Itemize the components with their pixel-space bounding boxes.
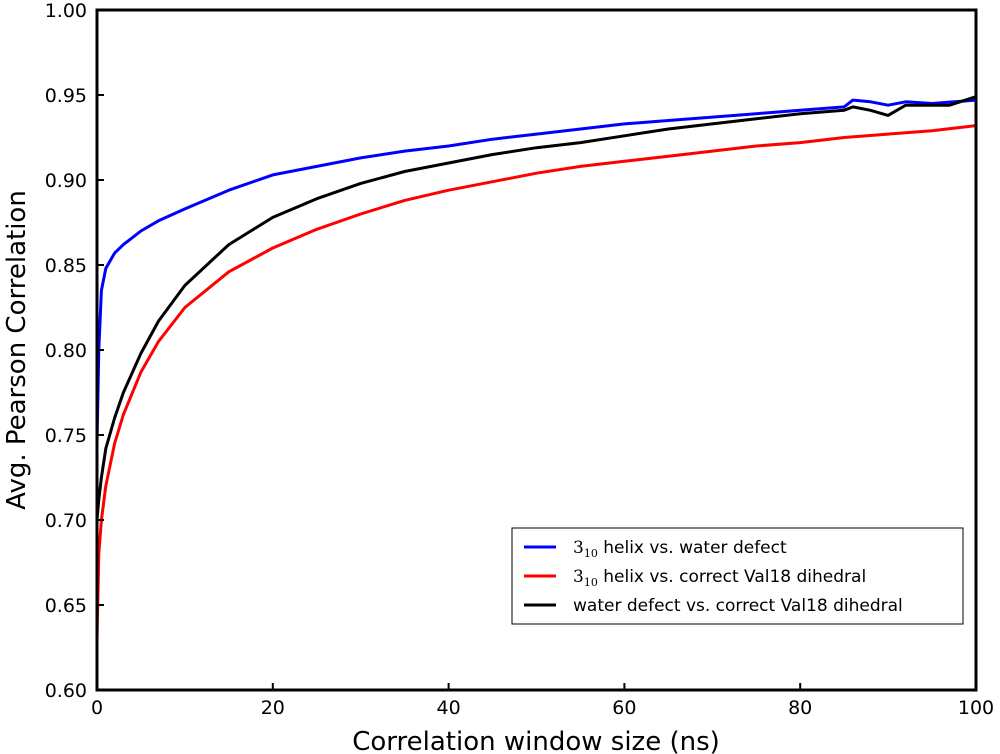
y-tick-label: 0.70 bbox=[45, 510, 87, 532]
x-tick-label: 100 bbox=[958, 697, 994, 719]
legend-entry-0-rest: helix vs. water defect bbox=[598, 538, 787, 558]
legend-entry-1-rest: helix vs. correct Val18 dihedral bbox=[598, 567, 866, 587]
series-line-1 bbox=[95, 124, 977, 640]
y-tick-label: 1.00 bbox=[45, 0, 87, 22]
legend-entry-0: 310 helix vs. water defect bbox=[573, 538, 787, 560]
y-tick-label: 0.60 bbox=[45, 680, 87, 702]
series-line-0 bbox=[95, 98, 977, 444]
legend: 310 helix vs. water defect 310 helix vs.… bbox=[511, 527, 964, 625]
y-tick-label: 0.65 bbox=[45, 595, 87, 617]
y-tick-label: 0.75 bbox=[45, 425, 87, 447]
x-tick-label: 80 bbox=[788, 697, 812, 719]
y-axis-title: Avg. Pearson Correlation bbox=[2, 190, 32, 510]
legend-entry-1-main: 3 bbox=[573, 567, 584, 587]
y-tick-label: 0.80 bbox=[45, 340, 87, 362]
legend-box bbox=[511, 527, 964, 625]
series-line-2 bbox=[95, 95, 977, 521]
y-tick-label: 0.95 bbox=[45, 85, 87, 107]
x-axis-title: Correlation window size (ns) bbox=[352, 727, 720, 754]
legend-entry-1-sub: 10 bbox=[584, 576, 598, 589]
y-tick-label: 0.90 bbox=[45, 170, 87, 192]
y-tick-label: 0.85 bbox=[45, 255, 87, 277]
legend-entry-2: water defect vs. correct Val18 dihedral bbox=[573, 596, 903, 616]
y-axis: 0.60 0.65 0.70 0.75 0.80 0.85 0.90 0.95 1.00 bbox=[45, 0, 104, 702]
plot-lines bbox=[95, 95, 977, 640]
x-tick-label: 0 bbox=[91, 697, 103, 719]
legend-entry-0-main: 3 bbox=[573, 538, 584, 558]
x-tick-label: 60 bbox=[612, 697, 636, 719]
legend-entry-1: 310 helix vs. correct Val18 dihedral bbox=[573, 567, 866, 589]
x-tick-label: 40 bbox=[437, 697, 461, 719]
legend-entry-0-sub: 10 bbox=[584, 547, 598, 560]
x-tick-label: 20 bbox=[261, 697, 285, 719]
x-axis: 0 20 40 60 80 100 bbox=[91, 683, 994, 719]
